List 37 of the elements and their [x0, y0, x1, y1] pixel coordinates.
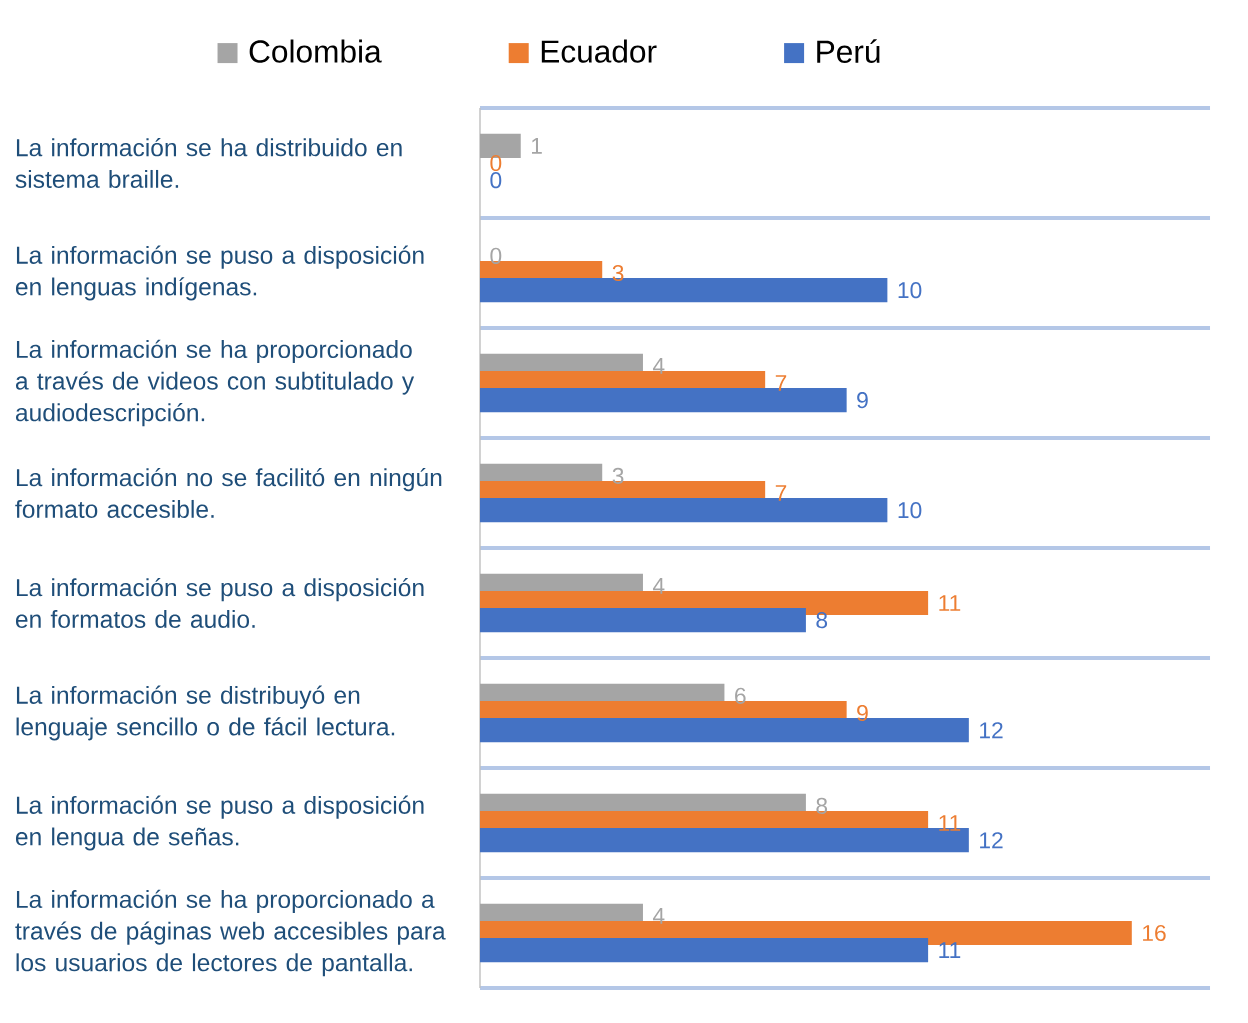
bar	[480, 608, 806, 633]
y-tick-label: La información se puso a disposición en lenguas indígenas.	[15, 245, 424, 301]
y-tick-label: La información se ha proporcionado a través de videos con subtitulado y audiodescripción.	[15, 339, 415, 427]
data-label: 1	[532, 137, 542, 154]
data-label: 4	[653, 577, 665, 594]
data-label: 0	[490, 247, 502, 264]
y-tick-label: La información se puso a disposición en lengua de señas.	[15, 795, 424, 851]
y-tick-label: La información se distribuyó en lenguaje sencillo o de fácil lectura.	[16, 685, 395, 741]
data-label: 6	[735, 687, 746, 704]
y-tick-label: La información no se facilitó en ningún formato accesible.	[15, 468, 442, 518]
data-label: 11	[939, 815, 961, 831]
data-label: 3	[612, 467, 624, 484]
data-label: 10	[898, 282, 922, 299]
data-label: 8	[816, 612, 828, 629]
data-label: 9	[857, 704, 868, 722]
data-label: 0	[490, 172, 502, 189]
data-label: 16	[1143, 924, 1166, 942]
y-tick-label: La información se puso a disposición en formatos de audio.	[15, 578, 424, 628]
legend-label: Colombia	[249, 39, 382, 63]
y-tick-label: La información se ha proporcionado a través de páginas web accesibles para los usuarios de lectores de pantalla.	[15, 889, 446, 977]
data-label: 8	[816, 797, 828, 814]
data-label: 4	[653, 357, 665, 374]
bar	[480, 938, 929, 963]
data-label: 4	[653, 907, 665, 924]
y-tick-label: La información se ha distribuido en sistema braille.	[15, 138, 402, 188]
legend-label: Ecuador	[541, 39, 657, 63]
data-label: 10	[898, 502, 922, 519]
data-label: 12	[980, 722, 1003, 739]
legend-label: Perú	[817, 39, 880, 63]
data-label: 0	[490, 154, 502, 172]
data-label: 7	[775, 485, 787, 501]
data-label: 3	[612, 264, 624, 282]
data-label: 9	[857, 392, 868, 409]
data-label: 11	[939, 595, 961, 611]
data-label: 12	[980, 832, 1003, 849]
data-label: 7	[775, 375, 787, 391]
data-label: 11	[939, 942, 961, 959]
